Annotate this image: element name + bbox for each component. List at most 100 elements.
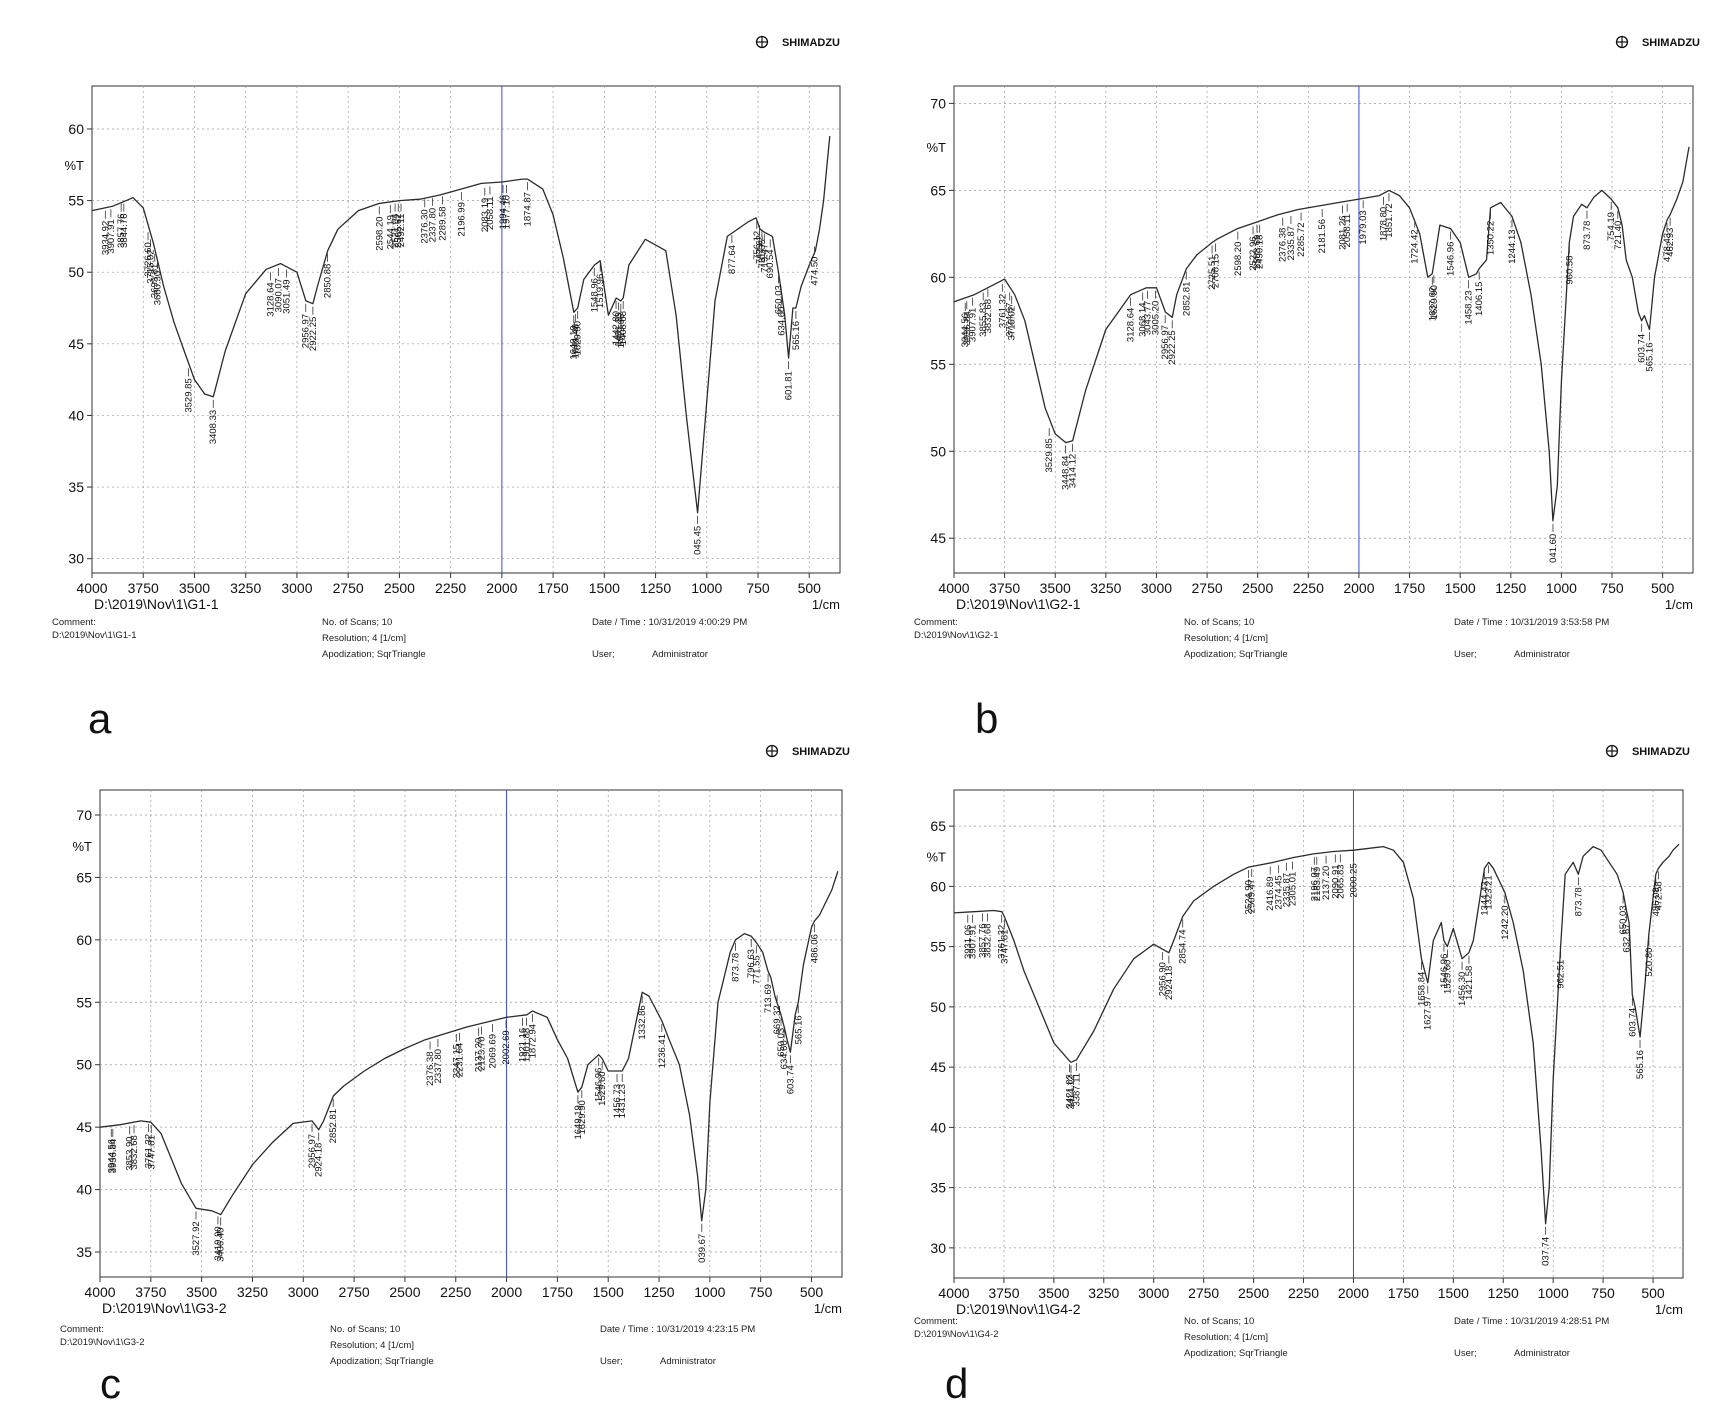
y-tick-label: 45 <box>930 530 946 546</box>
peak-label: 3844.76 <box>119 214 130 248</box>
x-tick-label: 500 <box>800 1284 824 1300</box>
peak-label: 565.16 <box>793 1015 804 1044</box>
peak-label: 1332.86 <box>637 1005 648 1039</box>
x-tick-label: 3250 <box>1090 580 1121 596</box>
peak-label: 756.12 <box>752 231 763 260</box>
resolution-value: Resolution; 4 [1/cm] <box>1184 1332 1268 1343</box>
y-tick-label: 30 <box>68 551 84 567</box>
spectrum-panel-a: SHIMADZU 30 35 40 45 50 55 60 %T 4000 3750 3500 3250… <box>52 35 841 742</box>
peak-label: 1548.96 <box>589 278 600 312</box>
peak-label: 3747.81 <box>146 1135 157 1169</box>
x-axis-unit-label: 1/cm <box>814 1301 842 1316</box>
peak-label: 1456.30 <box>1457 972 1468 1006</box>
peak-label: 2000.25 <box>1348 863 1359 897</box>
peak-label: 731.05 <box>757 239 768 268</box>
peak-label: 1244.13 <box>1507 229 1518 263</box>
plot-area <box>99 789 843 1278</box>
scans-count: No. of Scans; 10 <box>330 1324 400 1335</box>
x-tick-label: 1250 <box>1488 1285 1519 1301</box>
x-tick-label: 2000 <box>491 1284 522 1300</box>
y-tick-label: 55 <box>930 356 946 372</box>
x-tick-label: 2500 <box>389 1284 420 1300</box>
peak-label: 039.67 <box>697 1234 708 1263</box>
peak-label: 3693.81 <box>150 264 161 298</box>
peak-label: 1901.88 <box>522 1028 533 1062</box>
x-tick-label: 1500 <box>589 580 620 596</box>
peak-label: 1629.90 <box>577 1100 588 1134</box>
y-tick-label: 45 <box>68 336 84 352</box>
peak-label: 2956.97 <box>1160 325 1171 359</box>
peak-label: 2492.11 <box>396 214 407 248</box>
datetime-value: Date / Time : 10/31/2019 4:00:29 PM <box>592 617 747 628</box>
x-tick-label: 4000 <box>84 1284 115 1300</box>
user-label: User; <box>600 1356 623 1367</box>
peak-label: 3726.60 <box>143 242 154 276</box>
x-tick-label: 3750 <box>135 1284 166 1300</box>
x-tick-label: 1750 <box>538 580 569 596</box>
peak-label: 2196.99 <box>456 202 467 236</box>
peak-label: 520.80 <box>1644 948 1655 977</box>
x-tick-label: 2750 <box>333 580 364 596</box>
x-tick-label: 1250 <box>640 580 671 596</box>
peak-label: 603.74 <box>1637 334 1648 363</box>
y-tick-label: 40 <box>68 407 84 423</box>
peak-label: 2083.19 <box>480 198 491 232</box>
user-value: Administrator <box>1514 649 1570 660</box>
x-tick-label: 3250 <box>1088 1285 1119 1301</box>
y-tick-label: 60 <box>930 878 946 894</box>
peak-label: 713.69 <box>763 984 774 1013</box>
peak-label: 3907.91 <box>106 219 117 253</box>
peak-label: 3761.32 <box>997 925 1008 959</box>
x-tick-label: 3750 <box>989 580 1020 596</box>
x-tick-label: 1000 <box>694 1284 725 1300</box>
plot-area <box>953 789 1684 1279</box>
x-tick-label: 1000 <box>1538 1285 1569 1301</box>
peak-label: 3761.32 <box>997 294 1008 328</box>
x-tick-label: 750 <box>749 1284 773 1300</box>
peak-label: 2598.20 <box>1233 242 1244 276</box>
x-tick-label: 750 <box>746 580 770 596</box>
y-tick-label: 40 <box>930 1119 946 1135</box>
spectrum-line <box>953 146 1690 522</box>
peak-label: 1421.58 <box>1464 966 1475 1000</box>
x-tick-label: 3500 <box>1040 580 1071 596</box>
peak-label: 1546.96 <box>594 1068 605 1102</box>
peak-label: 2137.20 <box>474 1038 485 1072</box>
y-tick-label: 60 <box>76 932 92 948</box>
x-tick-label: 2750 <box>1192 580 1223 596</box>
peak-label: 2335.87 <box>1286 226 1297 260</box>
x-tick-label: 2250 <box>1293 580 1324 596</box>
peak-label: 1649.19 <box>573 1105 584 1139</box>
apodization-value: Apodization; SqrTriangle <box>322 649 426 660</box>
peak-label: 721.40 <box>1613 221 1624 250</box>
peak-label: 037.74 <box>1541 1237 1552 1266</box>
peak-label: 3936.84 <box>962 311 973 345</box>
x-tick-label: 3500 <box>1038 1285 1069 1301</box>
peak-label: 3715.02 <box>1007 306 1018 340</box>
peak-label: 603.74 <box>1627 1008 1638 1037</box>
x-tick-label: 3500 <box>186 1284 217 1300</box>
x-tick-label: 2750 <box>1188 1285 1219 1301</box>
peak-label: 669.32 <box>772 1005 783 1034</box>
file-path-label: D:\2019\Nov\1\G2-1 <box>956 596 1081 612</box>
peak-label: 1323.21 <box>1484 875 1495 909</box>
x-tick-label: 3500 <box>179 580 210 596</box>
x-tick-label: 3000 <box>1138 1285 1169 1301</box>
shimadzu-logo-icon <box>765 744 779 758</box>
x-tick-label: 500 <box>1641 1285 1665 1301</box>
peak-label: 2285.72 <box>1296 222 1307 256</box>
x-tick-label: 2250 <box>1288 1285 1319 1301</box>
comment-value: D:\2019\Nov\1\G4-2 <box>914 1329 999 1340</box>
peak-label: 1546.96 <box>1446 242 1457 276</box>
peak-label: 3051.49 <box>281 279 292 313</box>
peak-label: 2376.38 <box>1278 228 1289 262</box>
peak-label: 2956.90 <box>1157 962 1168 996</box>
y-tick-label: 35 <box>76 1244 92 1260</box>
x-tick-label: 4000 <box>76 580 107 596</box>
y-tick-label: 50 <box>68 264 84 280</box>
peak-label: 1350.22 <box>1485 221 1496 255</box>
y-tick-label: 55 <box>930 939 946 955</box>
acquisition-info: Comment: D:\2019\Nov\1\G2-1 No. of Scans; … <box>914 617 1609 660</box>
y-tick-label: 45 <box>76 1119 92 1135</box>
x-tick-label: 750 <box>1591 1285 1615 1301</box>
